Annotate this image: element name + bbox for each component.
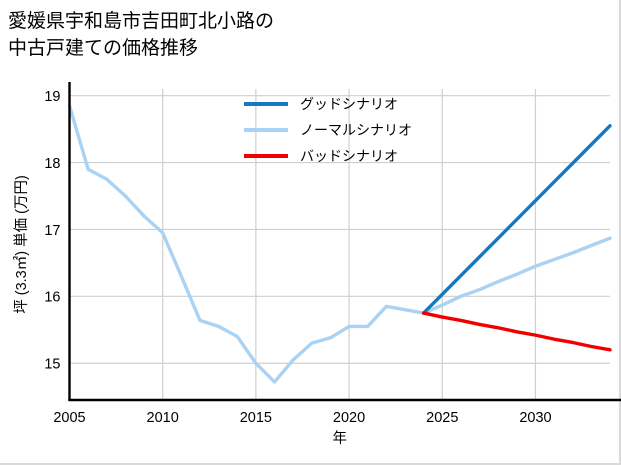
x-tick-label: 2005 (53, 410, 85, 426)
x-axis-title: 年 (333, 430, 348, 447)
x-tick-label: 2015 (240, 410, 272, 426)
y-tick-label: 16 (44, 290, 60, 306)
x-tick-label: 2025 (426, 410, 458, 426)
series-lines (67, 104, 612, 384)
y-tick-label: 18 (44, 156, 60, 172)
series-line-normal (67, 104, 612, 384)
legend-label: ノーマルシナリオ (300, 122, 412, 138)
y-tick-label: 19 (44, 89, 60, 105)
y-axis-title: 坪 (3.3㎡) 単価 (万円) (13, 175, 30, 314)
x-tick-label: 2030 (519, 410, 551, 426)
series-line-good (421, 124, 612, 315)
y-tick-label: 15 (44, 357, 60, 373)
page-title: 愛媛県宇和島市吉田町北小路の 中古戸建ての価格推移 (8, 11, 275, 59)
y-tick-label: 17 (44, 223, 60, 239)
legend-label: グッドシナリオ (300, 96, 398, 112)
axes (68, 82, 621, 402)
legend-label: バッドシナリオ (300, 148, 398, 164)
x-tick-label: 2010 (147, 410, 179, 426)
series-line-bad (421, 311, 612, 352)
x-tick-label: 2020 (333, 410, 365, 426)
tick-labels: 15 16 17 18 19 2005 2010 2015 2020 2025 2030 (44, 89, 551, 426)
